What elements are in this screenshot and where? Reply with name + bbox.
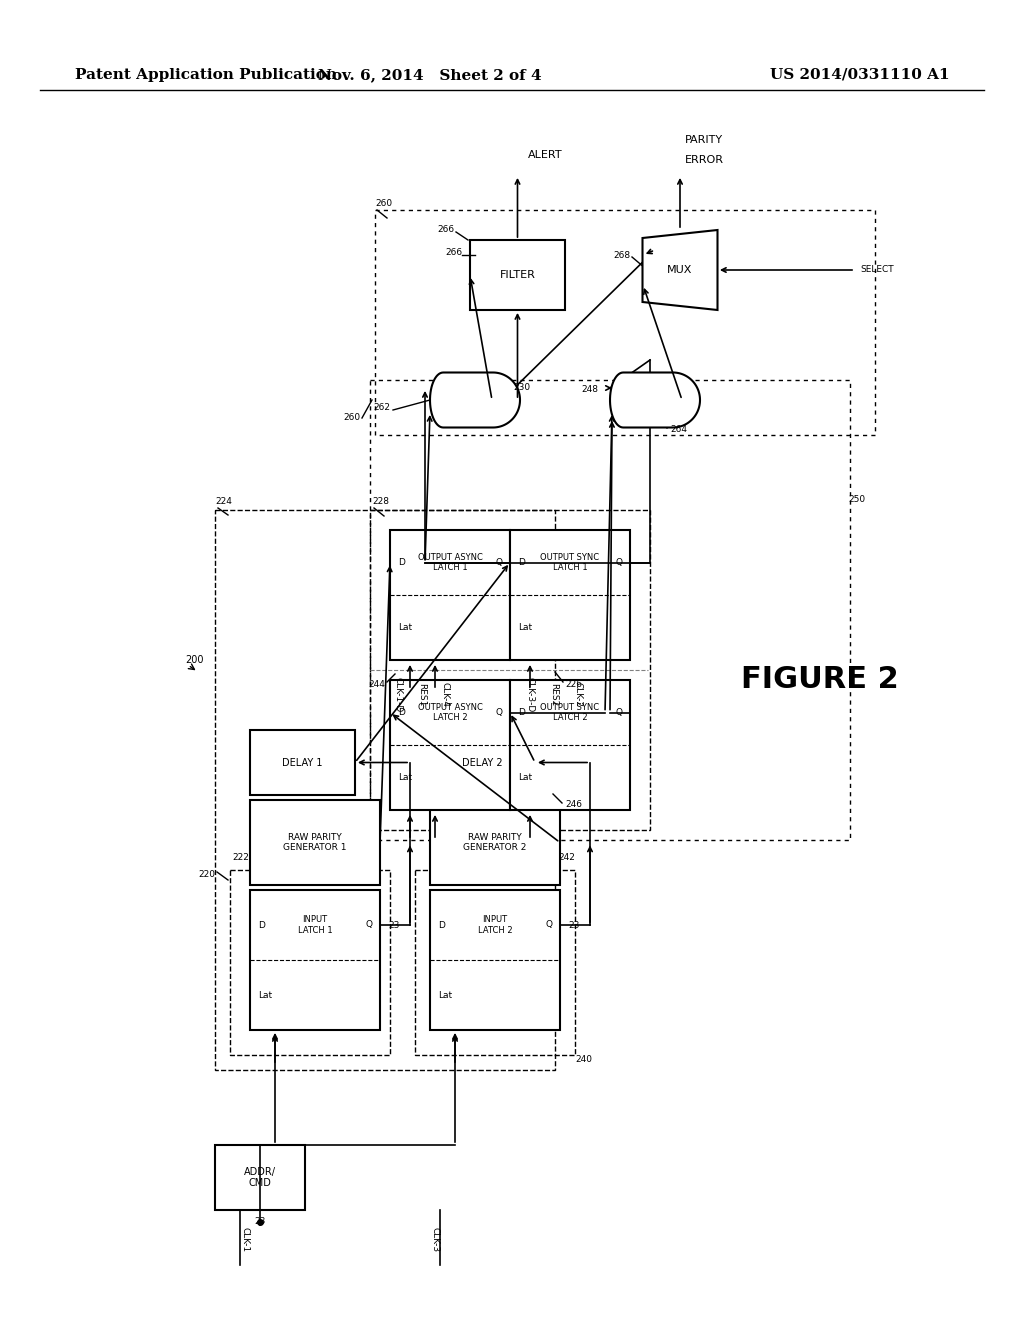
Text: 230: 230 [513,384,530,392]
Text: 226: 226 [565,680,582,689]
Text: D: D [258,920,265,929]
Text: Q: Q [545,920,552,929]
Text: US 2014/0331110 A1: US 2014/0331110 A1 [770,69,950,82]
Text: Q: Q [615,558,622,568]
Text: 246: 246 [565,800,582,809]
Bar [430,730,535,795]
Text: 264: 264 [670,425,687,434]
Text: 220: 220 [198,870,215,879]
Text: 224: 224 [215,498,231,506]
Text: OUTPUT SYNC
LATCH 2: OUTPUT SYNC LATCH 2 [541,702,600,722]
Text: D: D [518,708,525,717]
Bar [375,210,874,436]
Text: FIGURE 2: FIGURE 2 [741,665,899,694]
Text: 242: 242 [558,853,575,862]
Text: 260: 260 [375,199,392,209]
Text: Patent Application Publication: Patent Application Publication [75,69,337,82]
Text: 240: 240 [575,1055,592,1064]
Text: Lat: Lat [518,623,532,632]
Bar [370,510,650,830]
Text: RAW PARITY
GENERATOR 2: RAW PARITY GENERATOR 2 [463,833,526,853]
Text: 222: 222 [232,853,249,862]
Text: ADDR/
CMD: ADDR/ CMD [244,1167,276,1188]
Text: 23: 23 [254,1217,265,1226]
Text: D: D [398,558,404,568]
Text: DELAY 2: DELAY 2 [462,758,503,767]
Text: D: D [438,920,444,929]
Text: Q: Q [495,558,502,568]
Text: Lat: Lat [258,990,272,999]
Bar [510,680,630,810]
Text: Nov. 6, 2014   Sheet 2 of 4: Nov. 6, 2014 Sheet 2 of 4 [318,69,542,82]
Text: 228: 228 [372,498,389,506]
Text: 200: 200 [185,655,204,665]
Bar [215,510,555,1071]
Text: 260: 260 [343,413,360,422]
Bar [215,1144,305,1210]
Text: Q: Q [615,708,622,717]
Text: CLK-1-D: CLK-1-D [393,677,402,713]
Text: CLK-1: CLK-1 [241,1228,250,1253]
Text: Lat: Lat [438,990,453,999]
Bar [250,800,380,884]
Text: D: D [518,558,525,568]
Text: 244: 244 [368,680,385,689]
Text: CLK-3-D: CLK-3-D [525,677,535,713]
Text: PARITY: PARITY [685,135,723,145]
Bar [430,800,560,884]
Text: INPUT
LATCH 2: INPUT LATCH 2 [477,915,512,935]
Text: Q: Q [495,708,502,717]
Bar [230,870,390,1055]
Polygon shape [642,230,718,310]
Text: RES1: RES1 [418,684,427,706]
Text: Lat: Lat [398,774,412,781]
Text: 250: 250 [848,495,865,504]
Text: 266: 266 [444,248,462,257]
Text: Lat: Lat [398,623,412,632]
Text: CLK-3: CLK-3 [430,1228,439,1253]
Bar [415,870,575,1055]
Text: Q: Q [365,920,372,929]
Text: 23: 23 [388,920,399,929]
Text: SELECT: SELECT [860,265,894,275]
Polygon shape [610,372,700,428]
Text: ERROR: ERROR [685,154,724,165]
Text: OUTPUT ASYNC
LATCH 1: OUTPUT ASYNC LATCH 1 [418,553,482,572]
Bar [390,531,510,660]
Text: MUX: MUX [668,265,692,275]
Text: 262: 262 [373,404,390,412]
Bar [510,531,630,660]
Text: D: D [398,708,404,717]
Bar [370,380,850,840]
Bar [470,240,565,310]
Text: CLK-2: CLK-2 [573,682,583,708]
Text: FILTER: FILTER [500,271,536,280]
Text: Lat: Lat [518,774,532,781]
Text: OUTPUT ASYNC
LATCH 2: OUTPUT ASYNC LATCH 2 [418,702,482,722]
Bar [390,680,510,810]
Text: INPUT
LATCH 1: INPUT LATCH 1 [298,915,333,935]
Text: RES2: RES2 [550,684,558,706]
Text: 268: 268 [613,251,630,260]
Polygon shape [430,372,520,428]
Text: 266: 266 [437,226,454,235]
Text: 248: 248 [581,385,598,395]
Text: 23: 23 [568,920,580,929]
Text: DELAY 1: DELAY 1 [283,758,323,767]
Bar [250,890,380,1030]
Text: ALERT: ALERT [527,150,562,160]
Text: OUTPUT SYNC
LATCH 1: OUTPUT SYNC LATCH 1 [541,553,600,572]
Bar [250,730,355,795]
Text: CLK-4: CLK-4 [440,682,450,708]
Bar [430,890,560,1030]
Text: RAW PARITY
GENERATOR 1: RAW PARITY GENERATOR 1 [284,833,347,853]
